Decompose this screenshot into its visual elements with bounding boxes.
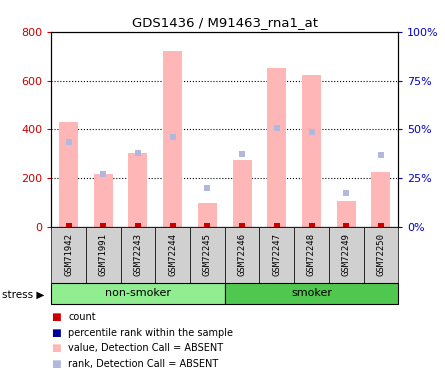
Bar bbox=[121, 227, 155, 283]
Text: ■: ■ bbox=[51, 312, 61, 322]
Text: GSM72244: GSM72244 bbox=[168, 234, 177, 276]
Bar bbox=[259, 227, 294, 283]
Text: stress ▶: stress ▶ bbox=[2, 290, 44, 299]
Bar bbox=[302, 75, 321, 227]
Bar bbox=[233, 160, 251, 227]
Bar bbox=[198, 202, 217, 227]
Text: value, Detection Call = ABSENT: value, Detection Call = ABSENT bbox=[68, 344, 223, 353]
Bar bbox=[163, 51, 182, 227]
Bar bbox=[51, 227, 86, 283]
Text: smoker: smoker bbox=[291, 288, 332, 298]
Bar bbox=[225, 283, 398, 304]
Text: GSM72248: GSM72248 bbox=[307, 234, 316, 276]
Bar bbox=[51, 283, 225, 304]
Text: ■: ■ bbox=[51, 344, 61, 353]
Bar bbox=[372, 172, 390, 227]
Bar bbox=[337, 201, 356, 227]
Text: GSM72250: GSM72250 bbox=[376, 234, 385, 276]
Bar bbox=[129, 153, 147, 227]
Text: GSM72246: GSM72246 bbox=[238, 234, 247, 276]
Text: GSM72247: GSM72247 bbox=[272, 234, 281, 276]
Bar bbox=[86, 227, 121, 283]
Text: percentile rank within the sample: percentile rank within the sample bbox=[68, 328, 233, 338]
Bar bbox=[155, 227, 190, 283]
Bar bbox=[294, 227, 329, 283]
Bar bbox=[59, 122, 78, 227]
Bar bbox=[225, 227, 259, 283]
Bar bbox=[267, 68, 286, 227]
Bar bbox=[364, 227, 398, 283]
Bar bbox=[94, 174, 113, 227]
Text: GSM71991: GSM71991 bbox=[99, 234, 108, 276]
Text: ■: ■ bbox=[51, 328, 61, 338]
Text: count: count bbox=[68, 312, 96, 322]
Text: non-smoker: non-smoker bbox=[105, 288, 171, 298]
Text: GSM72245: GSM72245 bbox=[203, 234, 212, 276]
Text: GSM71942: GSM71942 bbox=[64, 234, 73, 276]
Bar bbox=[190, 227, 225, 283]
Text: GSM72243: GSM72243 bbox=[134, 234, 142, 276]
Text: rank, Detection Call = ABSENT: rank, Detection Call = ABSENT bbox=[68, 359, 218, 369]
Bar bbox=[329, 227, 364, 283]
Title: GDS1436 / M91463_rna1_at: GDS1436 / M91463_rna1_at bbox=[132, 16, 318, 29]
Text: ■: ■ bbox=[51, 359, 61, 369]
Text: GSM72249: GSM72249 bbox=[342, 234, 351, 276]
